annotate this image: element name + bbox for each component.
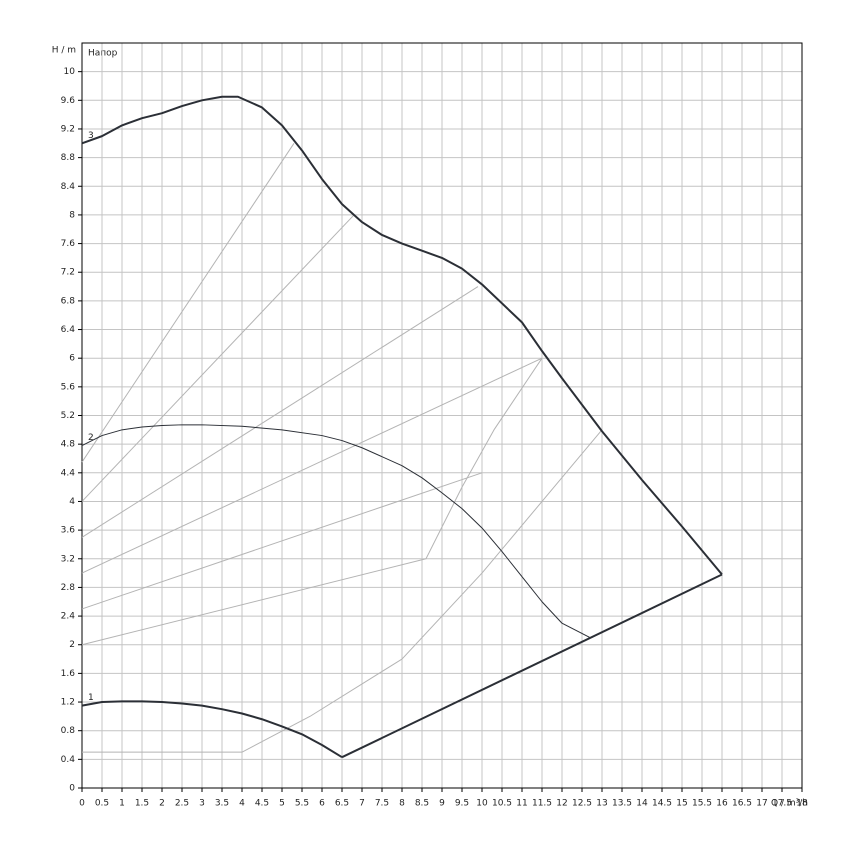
x-tick-label: 15 — [676, 799, 687, 809]
x-tick-label: 7 — [359, 799, 365, 809]
annotation: Напор — [88, 49, 118, 59]
curve — [81, 214, 355, 502]
x-tick-label: 6.5 — [335, 799, 349, 809]
y-axis-label: H / m — [52, 46, 76, 56]
x-tick-label: 16.5 — [732, 799, 752, 809]
x-tick-label: 18 — [796, 799, 808, 809]
x-tick-label: 1 — [119, 799, 125, 809]
x-tick-label: 16 — [716, 799, 728, 809]
x-tick-label: 9.5 — [455, 799, 469, 809]
x-tick-label: 5 — [279, 799, 285, 809]
x-tick-label: 15.5 — [692, 799, 712, 809]
y-tick-label: 9.6 — [61, 96, 76, 106]
curve-label: 2 — [88, 433, 94, 443]
x-tick-label: 10.5 — [492, 799, 512, 809]
curve — [341, 573, 723, 759]
x-tick-label: 12.5 — [572, 799, 592, 809]
x-tick-label: 14 — [636, 799, 648, 809]
y-tick-label: 3.6 — [61, 526, 76, 536]
curve — [81, 95, 723, 576]
y-tick-label: 8.4 — [61, 182, 76, 192]
y-tick-label: 4.4 — [61, 468, 76, 478]
y-tick-label: 6 — [69, 354, 75, 364]
x-tick-label: 17.5 — [772, 799, 792, 809]
x-tick-label: 4 — [239, 799, 245, 809]
x-tick-label: 14.5 — [652, 799, 672, 809]
curve — [81, 700, 343, 759]
x-tick-label: 8 — [399, 799, 405, 809]
y-tick-label: 8 — [69, 210, 75, 220]
x-tick-label: 8.5 — [415, 799, 429, 809]
x-axis-label: Q / m³/h — [771, 799, 808, 809]
x-tick-label: 3.5 — [215, 799, 229, 809]
curve — [81, 143, 295, 463]
x-tick-label: 13 — [596, 799, 607, 809]
x-tick-label: 10 — [476, 799, 488, 809]
y-tick-label: 0 — [69, 784, 75, 794]
y-tick-label: 7.2 — [61, 268, 75, 278]
y-tick-label: 2.4 — [61, 612, 76, 622]
y-tick-label: 2.8 — [61, 583, 76, 593]
y-tick-label: 6.8 — [61, 296, 76, 306]
x-tick-label: 0.5 — [95, 799, 109, 809]
x-tick-label: 9 — [439, 799, 445, 809]
y-tick-label: 1.2 — [61, 698, 75, 708]
y-tick-label: 3.2 — [61, 554, 75, 564]
y-tick-label: 4.8 — [61, 440, 76, 450]
x-tick-label: 11.5 — [532, 799, 552, 809]
x-tick-label: 7.5 — [375, 799, 389, 809]
x-tick-label: 1.5 — [135, 799, 149, 809]
y-tick-label: 10 — [64, 67, 76, 77]
y-tick-label: 9.2 — [61, 124, 75, 134]
x-tick-label: 0 — [79, 799, 85, 809]
x-tick-label: 5.5 — [295, 799, 309, 809]
x-tick-label: 11 — [516, 799, 527, 809]
curve — [81, 357, 543, 646]
y-tick-label: 4 — [69, 497, 75, 507]
x-tick-label: 12 — [556, 799, 567, 809]
x-tick-label: 2.5 — [175, 799, 189, 809]
y-tick-label: 5.6 — [61, 382, 76, 392]
y-tick-label: 0.4 — [61, 755, 76, 765]
curve — [81, 424, 591, 639]
x-tick-label: 17 — [756, 799, 767, 809]
x-tick-label: 3 — [199, 799, 205, 809]
y-tick-label: 1.6 — [61, 669, 76, 679]
curve — [82, 429, 603, 753]
y-tick-label: 6.4 — [61, 325, 76, 335]
curve — [81, 286, 479, 538]
y-tick-label: 2 — [69, 640, 75, 650]
x-tick-label: 6 — [319, 799, 325, 809]
x-tick-label: 13.5 — [612, 799, 632, 809]
y-tick-label: 8.8 — [61, 153, 76, 163]
y-tick-label: 0.8 — [61, 726, 76, 736]
y-tick-label: 7.6 — [61, 239, 76, 249]
x-tick-label: 2 — [159, 799, 165, 809]
curve-label: 3 — [88, 131, 94, 141]
curve-label: 1 — [88, 693, 94, 703]
y-tick-label: 5.2 — [61, 411, 75, 421]
curve — [81, 472, 483, 610]
plot: 0 0.5 1 1.5 2 2.5 3 3.5 4 4.5 5 5.5 6 6.5 7 7.5 8 8.5 9 9.5… — [61, 42, 808, 809]
x-tick-label: 4.5 — [255, 799, 269, 809]
curve — [81, 357, 543, 574]
plot-border — [81, 42, 803, 789]
